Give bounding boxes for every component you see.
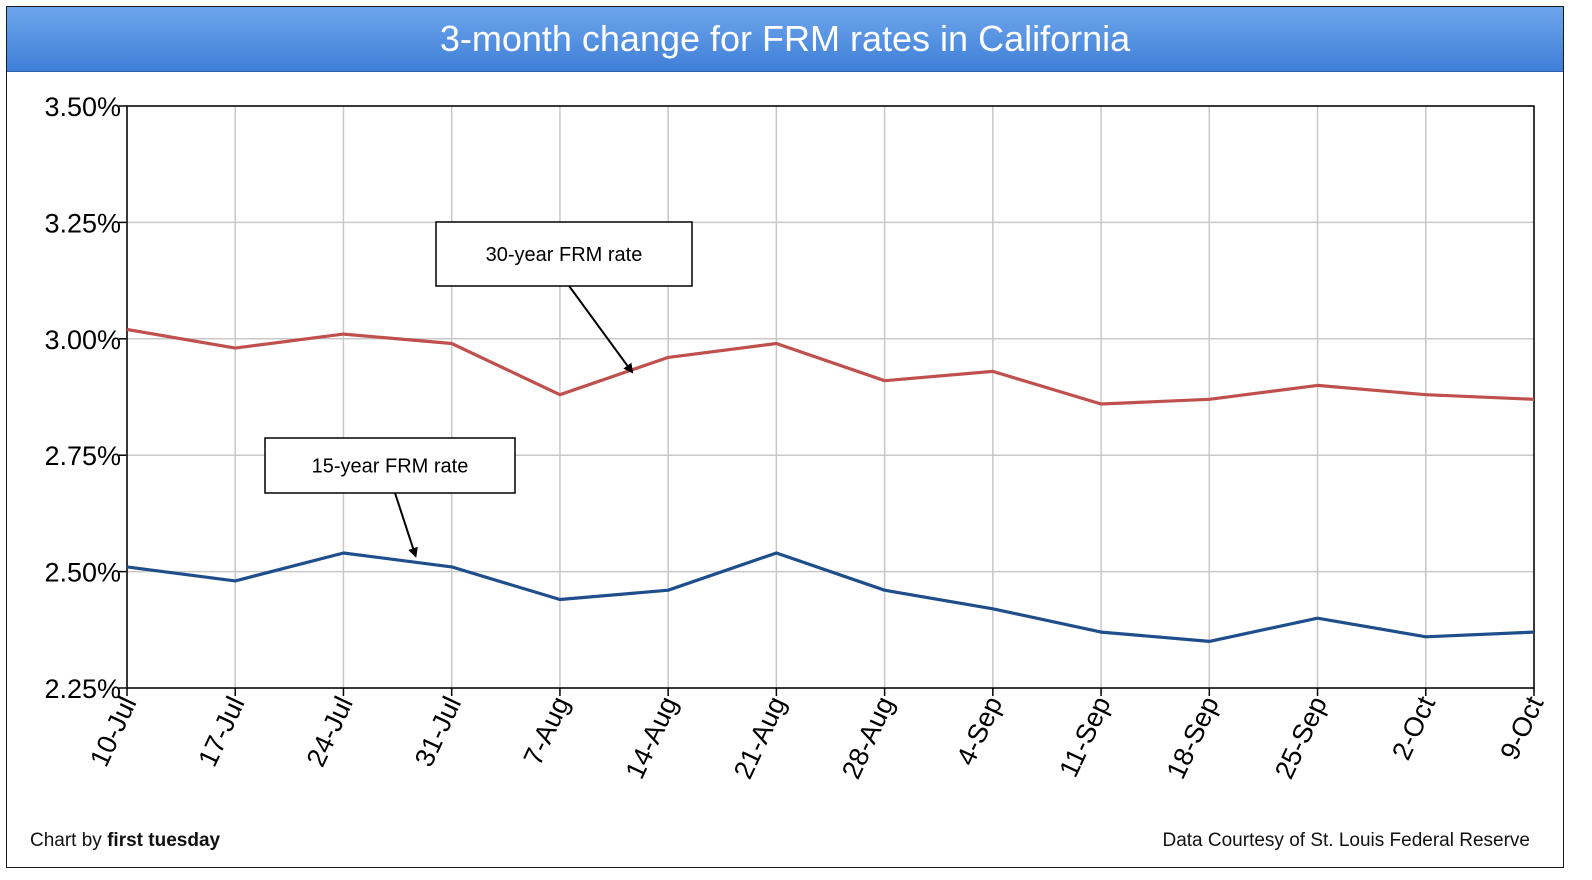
x-tick-label: 2-Oct [1386, 691, 1441, 764]
x-tick-label: 18-Sep [1161, 692, 1225, 784]
x-tick-label: 9-Oct [1494, 691, 1549, 764]
annotation-box [435, 221, 693, 287]
x-tick-label: 17-Jul [192, 692, 250, 771]
chart-title: 3-month change for FRM rates in Californ… [439, 18, 1131, 59]
y-tick-label: 3.00% [44, 325, 121, 355]
y-tick-label: 2.50% [44, 558, 121, 588]
y-tick-label: 3.25% [44, 208, 121, 238]
x-tick-label: 11-Sep [1053, 692, 1116, 782]
annotation-box [264, 437, 516, 494]
series-line [126, 551, 1535, 644]
y-tick-label: 3.50% [44, 92, 121, 122]
annotation-arrow [394, 492, 418, 558]
series-line [126, 327, 1535, 406]
chart-title-bar: 3-month change for FRM rates in Californ… [7, 7, 1563, 72]
x-tick-label: 14-Aug [620, 692, 684, 784]
data-source-note: Data Courtesy of St. Louis Federal Reser… [1162, 830, 1530, 851]
y-tick-label: 2.25% [44, 674, 121, 704]
chart-credit: Chart by first tuesday [30, 830, 220, 852]
plot-area-border [126, 105, 1535, 689]
annotation-arrow [568, 285, 634, 374]
annotation-label: 15-year FRM rate [312, 456, 469, 478]
y-tick-label: 2.75% [44, 441, 121, 471]
x-tick-label: 7-Aug [518, 692, 576, 770]
x-tick-label: 21-Aug [728, 692, 792, 784]
x-tick-label: 4-Sep [951, 692, 1009, 770]
x-tick-label: 25-Sep [1269, 692, 1333, 784]
x-tick-label: 28-Aug [836, 692, 900, 784]
chart-credit-brand: first tuesday [107, 830, 221, 851]
annotation-label: 30-year FRM rate [486, 244, 643, 266]
x-tick-label: 31-Jul [409, 692, 467, 771]
chart-credit-prefix: Chart by [30, 830, 108, 851]
x-tick-label: 24-Jul [301, 692, 359, 771]
chart-frame: 3-month change for FRM rates in Californ… [6, 6, 1564, 868]
